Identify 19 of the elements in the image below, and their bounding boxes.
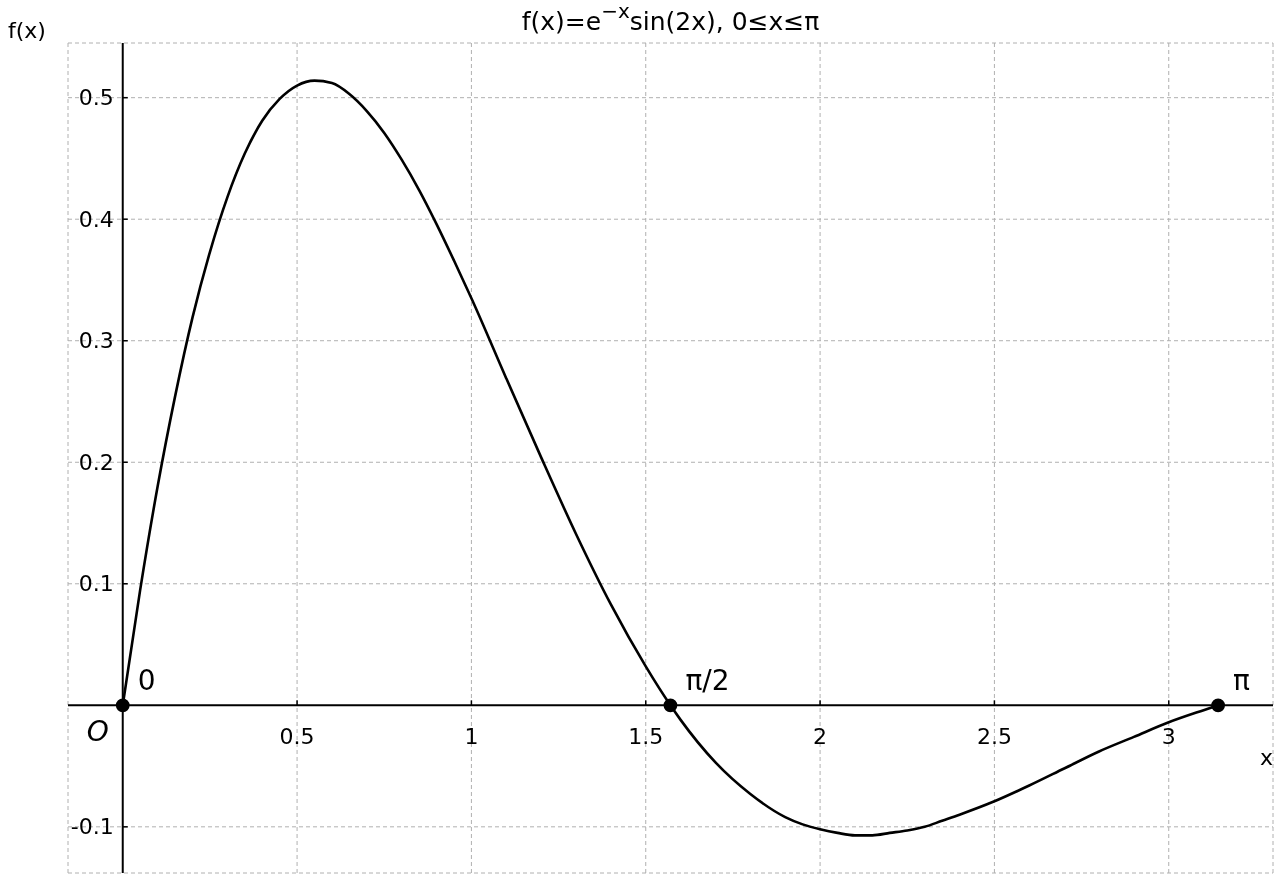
y-tick-label: -0.1 (70, 814, 114, 840)
y-tick-label: 0.4 (78, 206, 114, 232)
x-tick-label: 1.5 (628, 723, 664, 749)
x-tick-label: 1 (464, 723, 479, 749)
y-tick-label: 0.5 (78, 85, 114, 111)
annotation: π (1233, 664, 1251, 698)
x-tick-label: 3 (1161, 723, 1176, 749)
annotation: 0 (137, 664, 156, 698)
chart-title: f(x)=e$^{−x}$sin(2x), 0≤x≤π (521, 0, 820, 36)
y-axis-title: f(x) (8, 18, 46, 43)
annotation: π/2 (685, 664, 730, 698)
x-tick-label: 0.5 (279, 723, 315, 749)
y-tick-label: 0.2 (78, 449, 114, 475)
x-tick-label: 2 (813, 723, 828, 749)
y-tick-label: 0.1 (78, 571, 114, 597)
y-tick-label: 0.3 (78, 328, 114, 354)
x-tick-label: 2.5 (976, 723, 1012, 749)
annotation: O (86, 715, 109, 749)
x-axis-title: x (1259, 745, 1273, 771)
